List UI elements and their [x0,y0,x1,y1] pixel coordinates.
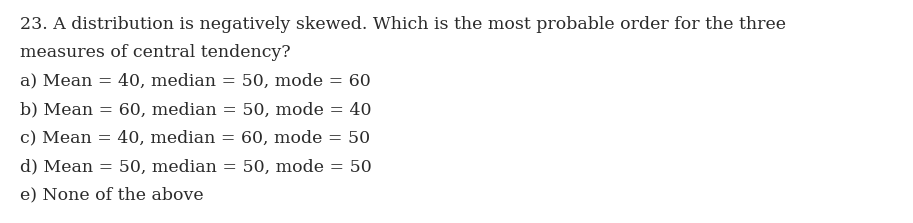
Text: measures of central tendency?: measures of central tendency? [20,44,290,61]
Text: b) Mean = 60, median = 50, mode = 40: b) Mean = 60, median = 50, mode = 40 [20,101,372,118]
Text: 23. A distribution is negatively skewed. Which is the most probable order for th: 23. A distribution is negatively skewed.… [20,16,786,33]
Text: e) None of the above: e) None of the above [20,187,204,204]
Text: a) Mean = 40, median = 50, mode = 60: a) Mean = 40, median = 50, mode = 60 [20,73,371,90]
Text: d) Mean = 50, median = 50, mode = 50: d) Mean = 50, median = 50, mode = 50 [20,158,372,175]
Text: c) Mean = 40, median = 60, mode = 50: c) Mean = 40, median = 60, mode = 50 [20,130,370,147]
